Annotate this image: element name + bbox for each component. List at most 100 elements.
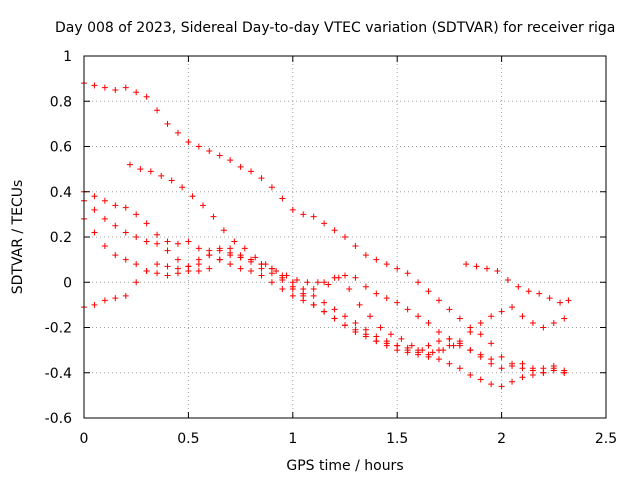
data-point [133, 89, 140, 96]
data-point [143, 238, 150, 245]
y-tick-label: 0 [63, 275, 72, 291]
data-point [206, 265, 213, 272]
data-point [289, 286, 296, 293]
data-point [206, 247, 213, 254]
data-point [488, 356, 495, 363]
data-point [463, 261, 470, 268]
data-point [227, 261, 234, 268]
data-points [81, 80, 572, 390]
data-point [525, 288, 532, 295]
data-point [101, 297, 108, 304]
data-point [289, 206, 296, 213]
data-point [112, 252, 119, 259]
y-tick-label: -0.4 [45, 366, 72, 382]
data-point [435, 356, 442, 363]
data-point [174, 129, 181, 136]
data-point [195, 256, 202, 263]
data-point [483, 265, 490, 272]
data-point [446, 306, 453, 313]
data-point [467, 329, 474, 336]
data-point [565, 297, 572, 304]
data-point [498, 383, 505, 390]
data-point [519, 365, 526, 372]
data-point [383, 295, 390, 302]
data-point [293, 276, 300, 283]
data-point [456, 365, 463, 372]
data-point [404, 270, 411, 277]
data-point [164, 238, 171, 245]
data-point [216, 152, 223, 159]
data-point [456, 315, 463, 322]
data-point [174, 265, 181, 272]
data-point [473, 263, 480, 270]
data-point [147, 168, 154, 175]
y-tick-label: 1 [63, 49, 72, 65]
data-point [185, 138, 192, 145]
data-point [258, 265, 265, 272]
data-point [331, 274, 338, 281]
data-point [133, 261, 140, 268]
data-point [122, 84, 129, 91]
data-point [185, 238, 192, 245]
data-point [529, 367, 536, 374]
axis-ticks: 0 0.5 1 1.5 2 2.5 -0.6 -0.4 -0.2 0 0.2 0.4 0.6 0.8 1 [45, 49, 617, 447]
data-point [404, 344, 411, 351]
data-point [331, 227, 338, 234]
data-point [394, 342, 401, 349]
data-point [289, 279, 296, 286]
data-point [557, 299, 564, 306]
data-point [164, 120, 171, 127]
data-point [220, 227, 227, 234]
data-point [546, 295, 553, 302]
data-point [498, 353, 505, 360]
data-point [112, 295, 119, 302]
data-point [352, 243, 359, 250]
data-point [342, 313, 348, 320]
data-point [387, 331, 394, 338]
data-point [143, 267, 150, 274]
data-point [415, 279, 422, 286]
data-point [435, 338, 442, 345]
data-point [373, 333, 380, 340]
data-point [164, 272, 171, 279]
data-point [101, 84, 108, 91]
data-point [126, 161, 133, 168]
data-point [373, 256, 380, 263]
data-point [91, 229, 98, 236]
x-tick-label: 1.5 [386, 431, 408, 447]
data-point [435, 347, 442, 354]
data-point [383, 261, 390, 268]
data-point [435, 297, 442, 304]
data-point [509, 360, 516, 367]
data-point [133, 234, 140, 240]
data-point [408, 342, 415, 349]
data-point [122, 229, 129, 236]
data-point [488, 340, 495, 347]
data-point [561, 367, 568, 374]
data-point [467, 372, 474, 379]
data-point [268, 270, 275, 277]
data-point [300, 290, 307, 297]
chart-title: Day 008 of 2023, Sidereal Day-to-day VTE… [55, 20, 615, 36]
data-point [174, 256, 181, 263]
data-point [494, 267, 501, 274]
data-point [237, 163, 244, 170]
data-point [498, 365, 505, 372]
data-point [540, 324, 547, 331]
data-point [425, 342, 432, 349]
data-point [352, 319, 359, 326]
data-point [248, 258, 255, 265]
x-tick-label: 0 [80, 431, 89, 447]
data-point [258, 272, 265, 279]
data-point [509, 378, 516, 385]
data-point [231, 238, 238, 245]
data-point [143, 93, 150, 100]
data-point [488, 381, 495, 388]
data-point [477, 319, 484, 326]
y-tick-label: 0.2 [50, 230, 72, 246]
data-point [467, 347, 474, 354]
data-point [415, 347, 422, 354]
data-point [346, 286, 353, 293]
data-point [415, 313, 422, 320]
